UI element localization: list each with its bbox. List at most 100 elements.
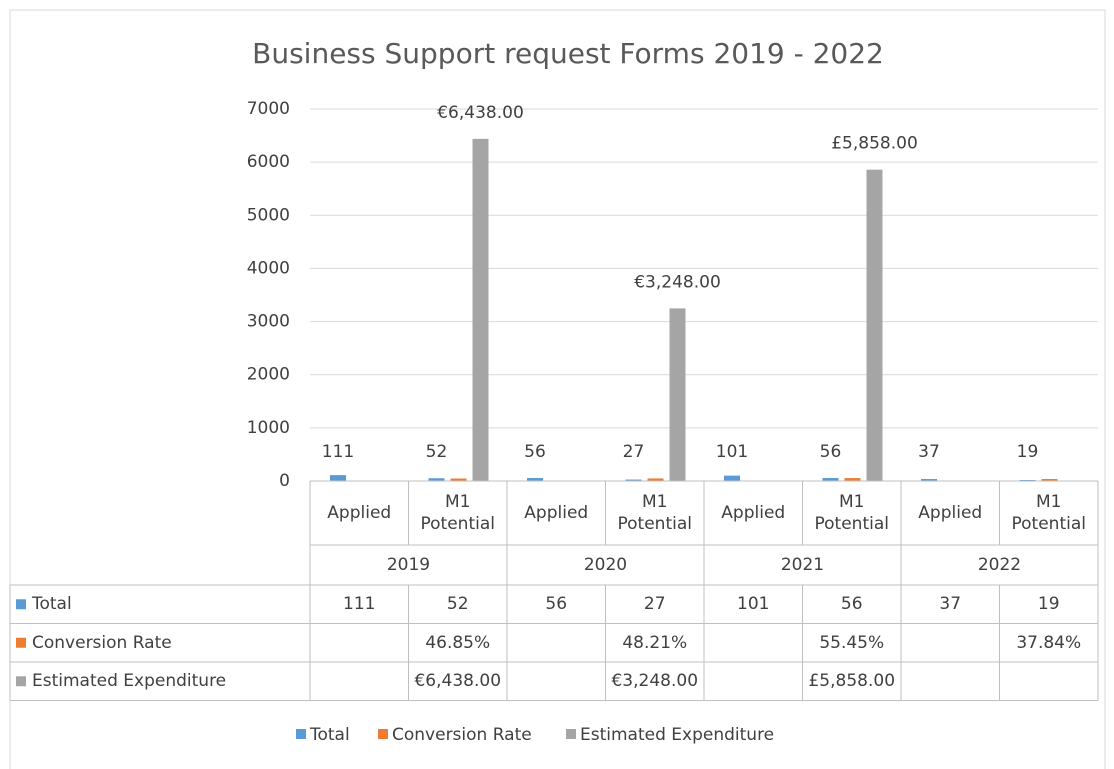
table-cell-box: 48.21% [622, 632, 688, 653]
table-cell: 55.45% [819, 632, 885, 653]
bar [1041, 478, 1058, 481]
group-label-box: 2022 [977, 554, 1022, 575]
x-tick-label-box: Applied [721, 502, 786, 523]
x-tick-label: M1 Potential [1011, 491, 1086, 534]
y-tick-label: 7000 [247, 99, 290, 119]
table-cell: 37 [939, 594, 962, 615]
data-label: 101 [716, 442, 748, 462]
chart-border [9, 9, 1106, 769]
bar [822, 478, 839, 481]
bar [844, 478, 861, 481]
y-tick-label: 2000 [247, 365, 290, 385]
row-label-box: Estimated Expenditure [32, 671, 227, 692]
row-label: Estimated Expenditure [32, 671, 227, 692]
bar [330, 475, 346, 481]
table-cell-box: 56 [545, 594, 568, 615]
group-label: 2022 [977, 554, 1022, 575]
row-label: Conversion Rate [32, 632, 172, 653]
x-tick-label: Applied [721, 502, 786, 523]
bar [450, 478, 467, 481]
x-tick-label: M1 Potential [814, 491, 889, 534]
table-cell: 101 [737, 594, 770, 615]
x-tick-label: M1 Potential [617, 491, 692, 534]
x-tick-label-box: Applied [327, 502, 392, 523]
bar [527, 478, 543, 481]
y-tick-label: 5000 [247, 205, 290, 225]
table-cell-box: 27 [643, 594, 666, 615]
row-label: Total [32, 594, 72, 615]
bar [921, 479, 937, 481]
bar [669, 308, 686, 481]
data-label: 56 [820, 442, 842, 462]
table-cell-box: 56 [840, 594, 863, 615]
bar [1019, 479, 1036, 481]
table-cell-box: 101 [737, 594, 770, 615]
table-cell: 27 [643, 594, 666, 615]
x-tick-label: Applied [918, 502, 983, 523]
table-cell-box: 37.84% [1016, 632, 1082, 653]
bar [472, 138, 489, 482]
table-cell: 48.21% [622, 632, 688, 653]
x-tick-label: M1 Potential [420, 491, 495, 534]
table-cell-box: 111 [343, 594, 376, 615]
bar [647, 478, 664, 481]
y-tick-label: 3000 [247, 312, 290, 332]
table-cell: 19 [1037, 594, 1060, 615]
y-tick-label: 1000 [247, 418, 290, 438]
y-tick-label: 6000 [247, 152, 290, 172]
group-label: 2020 [583, 554, 628, 575]
data-label: 111 [322, 442, 354, 462]
row-label-box: Total [32, 594, 72, 615]
data-label: 56 [524, 442, 546, 462]
bar [428, 478, 445, 481]
bar [625, 479, 642, 481]
x-tick-label-box: Applied [918, 502, 983, 523]
table-cell-box: £5,858.00 [808, 671, 896, 692]
row-label-box: Conversion Rate [32, 632, 172, 653]
table-cell: €3,248.00 [611, 671, 699, 692]
table-cell-box: 55.45% [819, 632, 885, 653]
table-legend-key [16, 676, 26, 687]
group-label-box: 2021 [780, 554, 825, 575]
group-label: 2021 [780, 554, 825, 575]
x-tick-label-box: M1 Potential [617, 491, 692, 534]
table-cell: 52 [446, 594, 469, 615]
legend-swatch [566, 729, 576, 739]
table-cell: 111 [343, 594, 376, 615]
table-cell-box: 46.85% [425, 632, 491, 653]
group-label-box: 2019 [386, 554, 431, 575]
x-tick-label-box: M1 Potential [420, 491, 495, 534]
data-label: 27 [623, 442, 645, 462]
x-tick-label: Applied [327, 502, 392, 523]
table-legend-key [16, 637, 26, 648]
table-cell: 37.84% [1016, 632, 1082, 653]
legend-label: Estimated Expenditure [580, 725, 774, 745]
data-label: £5,858.00 [831, 134, 918, 154]
table-cell-box: €3,248.00 [611, 671, 699, 692]
data-label: €6,438.00 [437, 103, 524, 123]
table-cell: £5,858.00 [808, 671, 896, 692]
group-label: 2019 [386, 554, 431, 575]
table-cell: 56 [840, 594, 863, 615]
y-tick-label: 4000 [247, 258, 290, 278]
table-cell: €6,438.00 [414, 671, 502, 692]
table-cell-box: 52 [446, 594, 469, 615]
y-tick-label: 0 [279, 471, 290, 491]
legend-swatch [378, 729, 388, 739]
legend-swatch [296, 729, 306, 739]
data-label: €3,248.00 [634, 272, 721, 292]
legend-label: Total [309, 725, 350, 745]
data-label: 52 [426, 442, 448, 462]
table-legend-key [16, 599, 26, 610]
table-cell: 46.85% [425, 632, 491, 653]
data-label: 37 [918, 442, 940, 462]
data-label: 19 [1017, 442, 1039, 462]
bar [724, 475, 740, 481]
chart-title: Business Support request Forms 2019 - 20… [252, 37, 884, 70]
table-cell: 56 [545, 594, 568, 615]
table-cell-box: 19 [1037, 594, 1060, 615]
legend-label: Conversion Rate [392, 725, 532, 745]
table-cell-box: 37 [939, 594, 962, 615]
bar [866, 169, 883, 481]
